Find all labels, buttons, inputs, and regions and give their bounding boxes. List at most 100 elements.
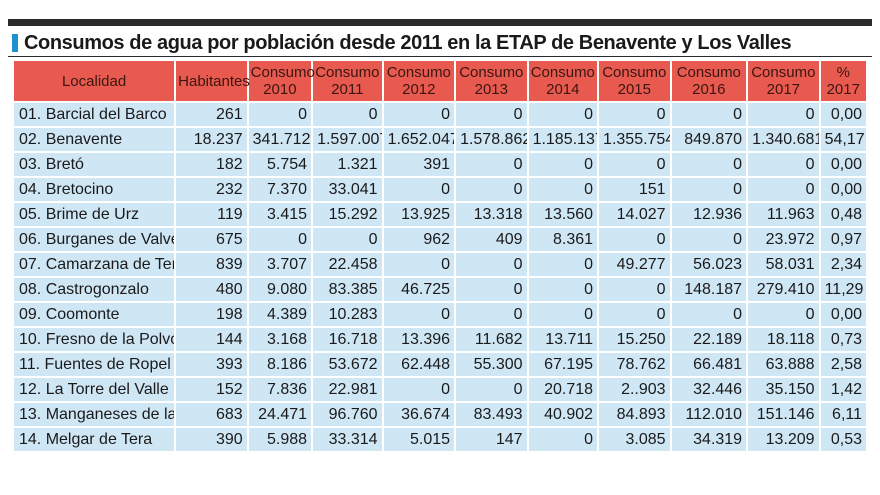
cell-habitantes: 261: [176, 103, 247, 126]
cell-localidad: 07. Camarzana de Tera: [14, 253, 175, 276]
table-row: 13. Manganeses de la Pol.68324.47196.760…: [14, 403, 866, 426]
cell-habitantes: 480: [176, 278, 247, 301]
cell-consumo: 0: [248, 103, 312, 126]
cell-consumo: 0: [671, 178, 747, 201]
cell-consumo: 0: [528, 103, 598, 126]
cell-consumo: 56.023: [671, 253, 747, 276]
cell-consumo: 341.712: [248, 128, 312, 151]
cell-consumo: 0: [599, 153, 670, 176]
cell-porcentaje: 54,17: [820, 128, 866, 151]
cell-consumo: 33.041: [313, 178, 382, 201]
cell-habitantes: 119: [176, 203, 247, 226]
cell-localidad: 08. Castrogonzalo: [14, 278, 175, 301]
cell-consumo: 0: [748, 153, 819, 176]
cell-consumo: 14.027: [599, 203, 670, 226]
cell-consumo: 7.836: [248, 378, 312, 401]
cell-consumo: 35.150: [748, 378, 819, 401]
cell-consumo: 96.760: [313, 403, 382, 426]
cell-consumo: 0: [383, 378, 455, 401]
cell-localidad: 14. Melgar de Tera: [14, 428, 175, 451]
cell-consumo: 13.560: [528, 203, 598, 226]
cell-porcentaje: 11,29: [820, 278, 866, 301]
cell-habitantes: 232: [176, 178, 247, 201]
cell-localidad: 13. Manganeses de la Pol.: [14, 403, 175, 426]
table-row: 08. Castrogonzalo 480 9.080 83.385 46.725 0 0 0…: [14, 278, 866, 301]
cell-porcentaje: 1,42: [820, 378, 866, 401]
table-row: 07. Camarzana de Tera 839 3.707 22.458 0 0 0 49…: [14, 253, 866, 276]
cell-porcentaje: 0,00: [820, 153, 866, 176]
cell-habitantes: 182: [176, 153, 247, 176]
table-row: 02. Benavente 18.237 341.712 1.597.007 1.652…: [14, 128, 866, 151]
table-title: Consumos de agua por población desde 201…: [24, 31, 792, 54]
cell-consumo: 67.195: [528, 353, 598, 376]
cell-consumo: 151: [599, 178, 670, 201]
cell-porcentaje: 0,97: [820, 228, 866, 251]
cell-consumo: 11.682: [456, 328, 527, 351]
cell-consumo: 1.597.007: [313, 128, 382, 151]
cell-habitantes: 839: [176, 253, 247, 276]
cell-consumo: 0: [456, 253, 527, 276]
cell-consumo: 1.340.681: [748, 128, 819, 151]
cell-consumo: 23.972: [748, 228, 819, 251]
cell-consumo: 53.672: [313, 353, 382, 376]
header-habitantes: Habitantes: [176, 61, 250, 101]
table-row: 06. Burganes de Valverde675009624098.361…: [14, 228, 866, 251]
cell-porcentaje: 0,48: [820, 203, 866, 226]
cell-consumo: 3.707: [248, 253, 312, 276]
cell-consumo: 5.988: [248, 428, 312, 451]
cell-consumo: 0: [671, 228, 747, 251]
cell-consumo: 391: [383, 153, 455, 176]
header-localidad: Localidad: [14, 61, 175, 101]
cell-consumo: 34.319: [671, 428, 747, 451]
cell-porcentaje: 0,00: [820, 178, 866, 201]
table-row: 01. Barcial del Barco 261 0 0 0 0 0 0 0 0 0,00: [14, 103, 866, 126]
cell-consumo: 1.652.047: [383, 128, 455, 151]
cell-consumo: 0: [456, 378, 527, 401]
cell-consumo: 78.762: [599, 353, 670, 376]
cell-consumo: 0: [383, 178, 455, 201]
cell-porcentaje: 2,58: [820, 353, 866, 376]
cell-consumo: 0: [383, 303, 455, 326]
cell-habitantes: 144: [176, 328, 247, 351]
cell-consumo: 16.718: [313, 328, 382, 351]
cell-consumo: 13.318: [456, 203, 527, 226]
cell-consumo: 849.870: [671, 128, 747, 151]
cell-consumo: 8.361: [528, 228, 598, 251]
cell-consumo: 0: [671, 103, 747, 126]
cell-habitantes: 18.237: [176, 128, 247, 151]
cell-localidad: 03. Bretó: [14, 153, 175, 176]
cell-consumo: 0: [599, 303, 670, 326]
cell-porcentaje: 0,00: [820, 303, 866, 326]
cell-consumo: 36.674: [383, 403, 455, 426]
header-consumo-2015: Consumo 2015: [599, 61, 670, 101]
cell-consumo: 279.410: [748, 278, 819, 301]
cell-consumo: 3.085: [599, 428, 670, 451]
cell-consumo: 13.396: [383, 328, 455, 351]
table-row: 10. Fresno de la Polvorosa1443.16816.718…: [14, 328, 866, 351]
cell-consumo: 0: [599, 228, 670, 251]
cell-consumo: 0: [671, 303, 747, 326]
cell-consumo: 22.981: [313, 378, 382, 401]
cell-consumo: 10.283: [313, 303, 382, 326]
cell-consumo: 148.187: [671, 278, 747, 301]
cell-consumo: 0: [456, 103, 527, 126]
cell-consumo: 0: [528, 428, 598, 451]
cell-consumo: 0: [383, 253, 455, 276]
cell-localidad: 02. Benavente: [14, 128, 175, 151]
header-consumo-2016: Consumo 2016: [671, 61, 747, 101]
cell-consumo: 13.711: [528, 328, 598, 351]
table-row: 11. Fuentes de Ropel 393 8.186 53.672 62.448…: [14, 353, 866, 376]
cell-consumo: 0: [528, 153, 598, 176]
cell-consumo: 0: [313, 103, 382, 126]
cell-consumo: 0: [248, 228, 312, 251]
cell-porcentaje: 2,34: [820, 253, 866, 276]
cell-consumo: 66.481: [671, 353, 747, 376]
cell-consumo: 0: [456, 303, 527, 326]
cell-consumo: 2..903: [599, 378, 670, 401]
cell-habitantes: 198: [176, 303, 247, 326]
cell-consumo: 13.209: [748, 428, 819, 451]
water-consumption-table: Localidad Habitantes Consumo 2010 Consumo…: [12, 59, 868, 453]
cell-consumo: 13.925: [383, 203, 455, 226]
cell-consumo: 1.355.754: [599, 128, 670, 151]
cell-localidad: 01. Barcial del Barco: [14, 103, 175, 126]
